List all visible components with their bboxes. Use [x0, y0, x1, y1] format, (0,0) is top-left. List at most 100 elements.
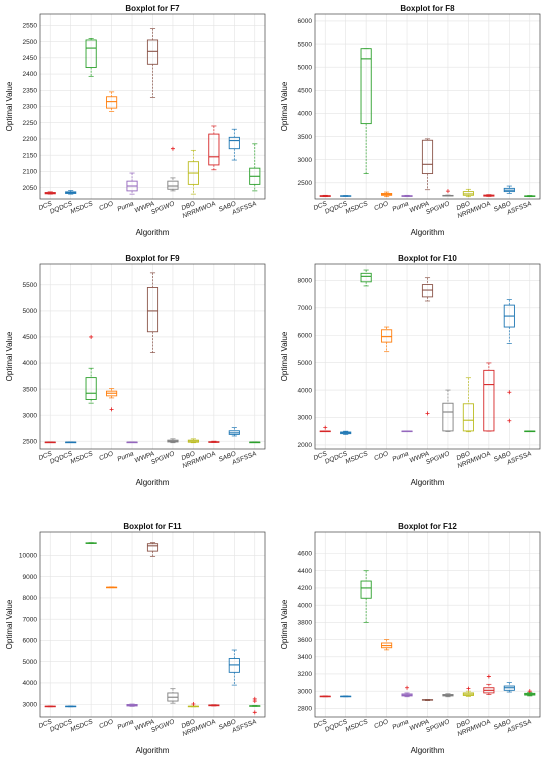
box-msdcs [360, 269, 372, 287]
y-tick-label: 3200 [298, 671, 313, 678]
plot-frame [39, 531, 266, 718]
x-axis-label: Algorithm [136, 478, 170, 487]
outlier-marker [527, 689, 532, 694]
y-tick-label: 2100 [23, 169, 38, 176]
x-tick-label: SPGWO [150, 450, 176, 466]
box-msdcs [360, 48, 372, 174]
y-axis-label: Optimal Value [280, 599, 289, 649]
chart-title: Boxplot for F12 [398, 522, 457, 531]
box-dqdcs [340, 695, 352, 698]
x-tick-label: DCS [38, 200, 54, 212]
x-tick-label: DBO [455, 200, 471, 212]
box-iqr [462, 403, 474, 432]
y-tick-label: 2050 [23, 185, 38, 192]
outlier-marker [170, 146, 175, 151]
x-tick-label: MSDCS [344, 200, 369, 216]
y-axis-label: Optimal Value [280, 331, 289, 381]
y-tick-label: 3500 [23, 386, 38, 393]
chart-title: Boxplot for F8 [400, 4, 455, 13]
box-dbo [187, 438, 199, 444]
box-dbo [187, 702, 199, 708]
box-dqdcs [65, 705, 77, 708]
box-asfssa [249, 441, 261, 444]
x-tick-label: MSDCS [69, 200, 94, 216]
x-tick-label: CDO [98, 200, 114, 212]
box-asfssa [524, 195, 536, 198]
box-iqr [442, 402, 454, 432]
y-axis-label: Optimal Value [5, 81, 14, 131]
y-tick-label: 3400 [298, 654, 313, 661]
box-iqr [228, 136, 240, 150]
box-nrrmwoa [483, 674, 495, 695]
box-spgwo [167, 438, 179, 444]
plot-frame [39, 13, 266, 200]
box-iqr [421, 139, 434, 175]
box-iqr [421, 284, 434, 298]
y-tick-label: 4200 [298, 585, 313, 592]
y-tick-label: 2500 [298, 180, 313, 187]
box-iqr [146, 39, 159, 65]
box-nrrmwoa [483, 362, 495, 432]
box-dqdcs [65, 441, 77, 444]
x-tick-label: Puma [391, 718, 410, 731]
y-tick-label: 5000 [298, 64, 313, 71]
box-cdo [106, 586, 118, 589]
box-sabo [503, 185, 515, 194]
box-iqr [85, 377, 97, 400]
box-iqr [360, 48, 372, 125]
box-asfssa [524, 430, 536, 433]
x-tick-label: Puma [116, 450, 135, 463]
box-puma [401, 194, 413, 198]
box-iqr [167, 180, 179, 190]
y-tick-label: 4000 [23, 680, 38, 687]
box-sabo [503, 299, 515, 423]
outlier-marker [109, 407, 114, 412]
y-axis-label: Optimal Value [5, 599, 14, 649]
box-spgwo [442, 693, 454, 698]
box-spgwo [442, 189, 454, 197]
box-puma [401, 430, 413, 433]
x-tick-label: DCS [38, 718, 54, 730]
chart-title: Boxplot for F7 [125, 4, 180, 13]
box-iqr [208, 133, 220, 166]
chart-title: Boxplot for F9 [125, 254, 180, 263]
box-wwpa [421, 277, 434, 416]
x-tick-label: DBO [180, 718, 196, 730]
y-tick-label: 2200 [23, 136, 38, 143]
x-axis-label: Algorithm [411, 228, 445, 237]
chart-title: Boxplot for F11 [123, 522, 182, 531]
box-wwpa [421, 138, 434, 191]
y-axis-label: Optimal Value [280, 81, 289, 131]
y-tick-label: 2150 [23, 152, 38, 159]
plot-frame [314, 13, 541, 200]
y-tick-label: 3800 [298, 620, 313, 627]
x-tick-label: CDO [373, 718, 389, 730]
box-msdcs [85, 542, 97, 544]
y-tick-label: 4000 [23, 360, 38, 367]
y-tick-label: 2500 [23, 438, 38, 445]
y-tick-label: 5000 [298, 360, 313, 367]
x-axis-label: Algorithm [136, 746, 170, 755]
chart-panel-2: 25003000350040004500500055006000DCSDQDCS… [280, 4, 541, 237]
y-tick-label: 8000 [298, 278, 313, 285]
y-tick-label: 9000 [23, 574, 38, 581]
box-iqr [360, 272, 372, 283]
outlier-marker [191, 702, 196, 707]
x-tick-label: DBO [455, 718, 471, 730]
box-sabo [228, 649, 240, 686]
y-tick-label: 6000 [23, 638, 38, 645]
x-tick-label: DBO [180, 200, 196, 212]
box-cdo [381, 639, 393, 651]
box-spgwo [167, 146, 179, 192]
y-tick-label: 5500 [23, 282, 38, 289]
box-dcs [44, 441, 56, 444]
y-tick-label: 4600 [298, 551, 313, 558]
y-tick-label: 7000 [298, 305, 313, 312]
box-dbo [462, 686, 474, 697]
box-sabo [228, 128, 240, 161]
box-wwpa [421, 699, 434, 702]
box-spgwo [167, 688, 179, 704]
y-tick-label: 2450 [23, 55, 38, 62]
x-tick-label: Puma [116, 200, 135, 213]
plot-frame [39, 263, 266, 450]
